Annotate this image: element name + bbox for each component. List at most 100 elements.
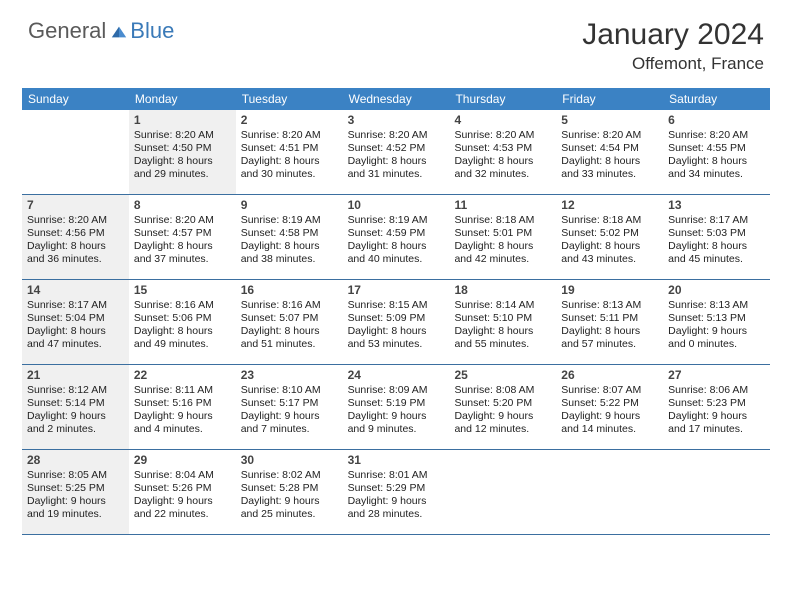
sunrise-text: Sunrise: 8:16 AM (241, 299, 338, 312)
sunset-text: Sunset: 4:53 PM (454, 142, 551, 155)
sunrise-text: Sunrise: 8:17 AM (27, 299, 124, 312)
day-number: 16 (241, 283, 338, 297)
daylight-text: Daylight: 9 hours and 22 minutes. (134, 495, 231, 521)
sunrise-text: Sunrise: 8:20 AM (561, 129, 658, 142)
week-row: 14Sunrise: 8:17 AMSunset: 5:04 PMDayligh… (22, 280, 770, 365)
day-number: 18 (454, 283, 551, 297)
day-header-cell: Friday (556, 88, 663, 110)
daylight-text: Daylight: 9 hours and 4 minutes. (134, 410, 231, 436)
sunset-text: Sunset: 5:17 PM (241, 397, 338, 410)
daylight-text: Daylight: 9 hours and 12 minutes. (454, 410, 551, 436)
day-info: Sunrise: 8:16 AMSunset: 5:06 PMDaylight:… (134, 299, 231, 352)
day-number: 21 (27, 368, 124, 382)
title-block: January 2024 Offemont, France (582, 18, 764, 74)
day-info: Sunrise: 8:05 AMSunset: 5:25 PMDaylight:… (27, 469, 124, 522)
day-cell: 16Sunrise: 8:16 AMSunset: 5:07 PMDayligh… (236, 280, 343, 364)
day-cell (556, 450, 663, 534)
day-number: 29 (134, 453, 231, 467)
sunrise-text: Sunrise: 8:05 AM (27, 469, 124, 482)
daylight-text: Daylight: 8 hours and 37 minutes. (134, 240, 231, 266)
day-number: 19 (561, 283, 658, 297)
day-cell (449, 450, 556, 534)
sunrise-text: Sunrise: 8:20 AM (134, 129, 231, 142)
day-cell: 13Sunrise: 8:17 AMSunset: 5:03 PMDayligh… (663, 195, 770, 279)
day-cell: 29Sunrise: 8:04 AMSunset: 5:26 PMDayligh… (129, 450, 236, 534)
day-number: 20 (668, 283, 765, 297)
daylight-text: Daylight: 9 hours and 2 minutes. (27, 410, 124, 436)
day-cell: 15 Sunrise: 8:16 AMSunset: 5:06 PMDayligh… (129, 280, 236, 364)
day-info: Sunrise: 8:13 AMSunset: 5:13 PMDaylight:… (668, 299, 765, 352)
day-info: Sunrise: 8:19 AMSunset: 4:58 PMDaylight:… (241, 214, 338, 267)
day-cell: 3Sunrise: 8:20 AMSunset: 4:52 PMDaylight… (343, 110, 450, 194)
sunset-text: Sunset: 4:55 PM (668, 142, 765, 155)
day-cell: 25Sunrise: 8:08 AMSunset: 5:20 PMDayligh… (449, 365, 556, 449)
sunset-text: Sunset: 5:07 PM (241, 312, 338, 325)
day-info: Sunrise: 8:13 AMSunset: 5:11 PMDaylight:… (561, 299, 658, 352)
day-cell: 27Sunrise: 8:06 AMSunset: 5:23 PMDayligh… (663, 365, 770, 449)
sunset-text: Sunset: 5:28 PM (241, 482, 338, 495)
daylight-text: Daylight: 9 hours and 28 minutes. (348, 495, 445, 521)
month-title: January 2024 (582, 18, 764, 52)
sunset-text: Sunset: 5:22 PM (561, 397, 658, 410)
daylight-text: Daylight: 9 hours and 9 minutes. (348, 410, 445, 436)
sunrise-text: Sunrise: 8:10 AM (241, 384, 338, 397)
daylight-text: Daylight: 8 hours and 33 minutes. (561, 155, 658, 181)
week-row: 1Sunrise: 8:20 AMSunset: 4:50 PMDaylight… (22, 110, 770, 195)
day-cell: 2Sunrise: 8:20 AMSunset: 4:51 PMDaylight… (236, 110, 343, 194)
day-info: Sunrise: 8:20 AMSunset: 4:53 PMDaylight:… (454, 129, 551, 182)
header: General Blue January 2024 Offemont, Fran… (0, 0, 792, 80)
day-number: 2 (241, 113, 338, 127)
day-header-cell: Sunday (22, 88, 129, 110)
sunset-text: Sunset: 4:52 PM (348, 142, 445, 155)
week-row: 7Sunrise: 8:20 AMSunset: 4:56 PMDaylight… (22, 195, 770, 280)
day-info: Sunrise: 8:20 AMSunset: 4:55 PMDaylight:… (668, 129, 765, 182)
day-info: Sunrise: 8:15 AMSunset: 5:09 PMDaylight:… (348, 299, 445, 352)
sunset-text: Sunset: 4:50 PM (134, 142, 231, 155)
day-info: Sunrise: 8:17 AMSunset: 5:03 PMDaylight:… (668, 214, 765, 267)
sunrise-text: Sunrise: 8:02 AM (241, 469, 338, 482)
daylight-text: Daylight: 8 hours and 53 minutes. (348, 325, 445, 351)
sunset-text: Sunset: 5:29 PM (348, 482, 445, 495)
sunrise-text: Sunrise: 8:09 AM (348, 384, 445, 397)
day-number: 24 (348, 368, 445, 382)
day-number: 6 (668, 113, 765, 127)
day-info: Sunrise: 8:19 AMSunset: 4:59 PMDaylight:… (348, 214, 445, 267)
day-cell: 18 Sunrise: 8:14 AMSunset: 5:10 PMDayligh… (449, 280, 556, 364)
day-cell: 20 Sunrise: 8:13 AMSunset: 5:13 PMDayligh… (663, 280, 770, 364)
day-header-cell: Saturday (663, 88, 770, 110)
day-number: 7 (27, 198, 124, 212)
sunrise-text: Sunrise: 8:20 AM (134, 214, 231, 227)
daylight-text: Daylight: 8 hours and 29 minutes. (134, 155, 231, 181)
day-cell: 31Sunrise: 8:01 AMSunset: 5:29 PMDayligh… (343, 450, 450, 534)
sunset-text: Sunset: 5:19 PM (348, 397, 445, 410)
sunrise-text: Sunrise: 8:11 AM (134, 384, 231, 397)
day-number: 15 (134, 283, 231, 297)
calendar: SundayMondayTuesdayWednesdayThursdayFrid… (22, 88, 770, 535)
day-number: 23 (241, 368, 338, 382)
day-cell: 11Sunrise: 8:18 AMSunset: 5:01 PMDayligh… (449, 195, 556, 279)
sunrise-text: Sunrise: 8:18 AM (561, 214, 658, 227)
day-info: Sunrise: 8:01 AMSunset: 5:29 PMDaylight:… (348, 469, 445, 522)
day-header-cell: Wednesday (343, 88, 450, 110)
logo-triangle-icon (110, 23, 128, 41)
daylight-text: Daylight: 8 hours and 43 minutes. (561, 240, 658, 266)
week-row: 28Sunrise: 8:05 AMSunset: 5:25 PMDayligh… (22, 450, 770, 535)
daylight-text: Daylight: 8 hours and 32 minutes. (454, 155, 551, 181)
day-info: Sunrise: 8:20 AMSunset: 4:50 PMDaylight:… (134, 129, 231, 182)
day-cell (22, 110, 129, 194)
logo: General Blue (28, 18, 174, 44)
day-cell: 17Sunrise: 8:15 AMSunset: 5:09 PMDayligh… (343, 280, 450, 364)
sunrise-text: Sunrise: 8:01 AM (348, 469, 445, 482)
day-info: Sunrise: 8:18 AMSunset: 5:01 PMDaylight:… (454, 214, 551, 267)
daylight-text: Daylight: 8 hours and 34 minutes. (668, 155, 765, 181)
day-cell: 8Sunrise: 8:20 AMSunset: 4:57 PMDaylight… (129, 195, 236, 279)
sunset-text: Sunset: 5:04 PM (27, 312, 124, 325)
day-header-cell: Thursday (449, 88, 556, 110)
daylight-text: Daylight: 8 hours and 45 minutes. (668, 240, 765, 266)
day-info: Sunrise: 8:14 AMSunset: 5:10 PMDaylight:… (454, 299, 551, 352)
day-info: Sunrise: 8:12 AMSunset: 5:14 PMDaylight:… (27, 384, 124, 437)
day-cell: 12Sunrise: 8:18 AMSunset: 5:02 PMDayligh… (556, 195, 663, 279)
daylight-text: Daylight: 8 hours and 57 minutes. (561, 325, 658, 351)
day-cell: 23Sunrise: 8:10 AMSunset: 5:17 PMDayligh… (236, 365, 343, 449)
sunset-text: Sunset: 4:57 PM (134, 227, 231, 240)
